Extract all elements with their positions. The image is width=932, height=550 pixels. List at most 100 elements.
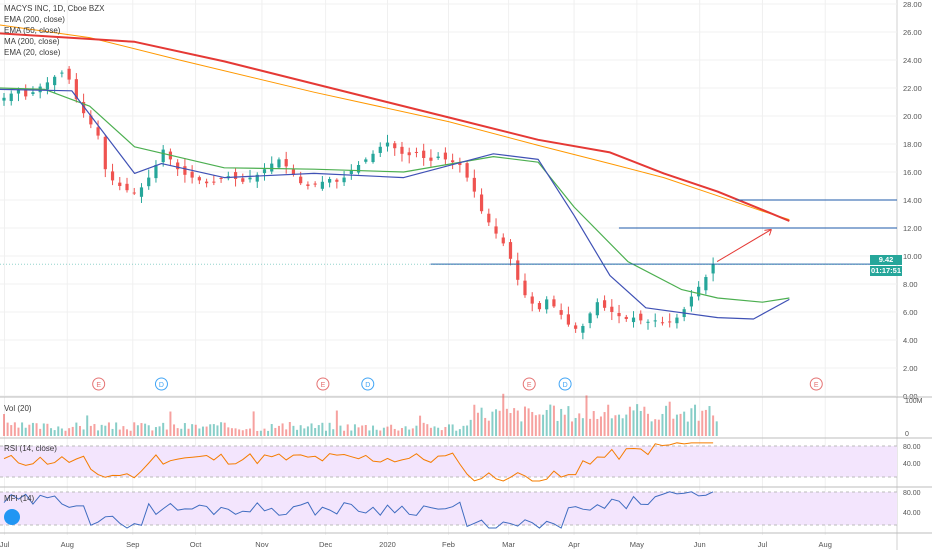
candle-body [711, 264, 715, 274]
volume-bar [679, 413, 682, 436]
volume-bar [107, 422, 110, 436]
volume-bar [115, 422, 118, 436]
candle-body [60, 72, 64, 74]
candle-body [595, 302, 599, 316]
volume-bar [180, 428, 183, 436]
volume-bar [636, 404, 639, 436]
volume-bar [690, 408, 693, 436]
candle-body [81, 101, 86, 114]
candle-body [132, 192, 136, 194]
volume-bar [165, 429, 168, 436]
volume-bar [538, 414, 541, 436]
candle-body [31, 92, 35, 95]
volume-bar [451, 424, 454, 436]
volume-bar [147, 425, 150, 436]
candle-body [118, 182, 122, 186]
volume-bar [697, 420, 700, 436]
volume-bar [194, 424, 197, 436]
volume-bar [53, 430, 56, 436]
volume-bar [372, 425, 375, 436]
volume-bar [68, 428, 71, 436]
earnings-marker [809, 377, 823, 391]
volume-bar [509, 413, 512, 436]
volume-bar [440, 430, 443, 436]
candle-body [639, 313, 643, 321]
volume-bar [75, 422, 78, 436]
volume-bar [173, 424, 176, 436]
volume-bar [35, 423, 38, 436]
volume-bar [498, 410, 501, 436]
volume-bar [534, 415, 537, 436]
candle-body [574, 325, 578, 329]
candle-body [602, 300, 607, 308]
x-tick-label: Apr [568, 540, 580, 549]
volume-bar [505, 408, 508, 436]
volume-bar [632, 410, 635, 436]
volume-bar [419, 415, 422, 436]
dividend-marker [154, 377, 168, 391]
volume-bar [241, 430, 244, 436]
legend-ema20: EMA (20, close) [4, 48, 61, 57]
candle-body [176, 162, 180, 170]
volume-axis-label: 0 [905, 431, 909, 438]
chart-legend: MACYS INC, 1D, Cboe BZX EMA (200, close)… [4, 3, 104, 58]
volume-bar [343, 430, 346, 436]
candle-body [335, 179, 339, 182]
candle-body [653, 320, 657, 322]
volume-bar [585, 395, 588, 436]
candle-body [45, 82, 50, 90]
x-tick-label: 2020 [379, 540, 396, 549]
volume-bar [487, 420, 490, 436]
volume-bar [411, 428, 414, 436]
volume-bar [28, 424, 31, 436]
volume-bar [502, 393, 505, 436]
candle-body [545, 299, 549, 310]
arrow-head [764, 228, 772, 236]
last-price-tag: 9.42 [870, 255, 902, 265]
earnings-marker-label: E [321, 382, 326, 389]
volume-bar [364, 425, 367, 436]
candle-body [617, 312, 621, 317]
candle-body [342, 177, 346, 183]
candle-body [530, 296, 534, 304]
candle-body [233, 172, 238, 179]
volume-bar [368, 430, 371, 436]
volume-bar [64, 430, 67, 436]
candle-body [472, 177, 476, 192]
candle-body [429, 157, 433, 161]
volume-bar [455, 430, 458, 436]
volume-bar [657, 419, 660, 436]
volume-bar [3, 414, 5, 436]
volume-bar [563, 414, 566, 436]
volume-bar [71, 426, 74, 436]
mfi-band [0, 492, 897, 525]
volume-bar [13, 422, 16, 436]
candle-body [96, 127, 100, 136]
volume-bar [473, 404, 476, 436]
candle-body [385, 142, 390, 147]
candle-body [299, 176, 303, 184]
tradingview-logo-icon[interactable] [4, 509, 20, 525]
volume-bar [129, 430, 132, 436]
mfi-axis-label: 80.00 [903, 490, 921, 497]
y-tick-label: 4.00 [903, 336, 918, 345]
y-tick-label: 12.00 [903, 224, 922, 233]
volume-bar [321, 422, 324, 436]
candle-body [393, 143, 397, 149]
y-tick-label: 24.00 [903, 56, 922, 65]
volume-bar [545, 409, 548, 436]
candle-body [465, 163, 469, 178]
volume-bar [285, 429, 288, 436]
volume-bar [274, 427, 277, 436]
candle-body [537, 303, 542, 310]
volume-label: Vol (20) [4, 404, 32, 413]
volume-bar [715, 421, 718, 436]
candle-body [559, 310, 563, 315]
volume-bar [375, 429, 378, 436]
volume-bar [686, 421, 689, 436]
dividend-marker-label: D [563, 382, 568, 389]
volume-bar [592, 411, 595, 436]
volume-bar [187, 428, 190, 436]
volume-bar [495, 409, 498, 436]
